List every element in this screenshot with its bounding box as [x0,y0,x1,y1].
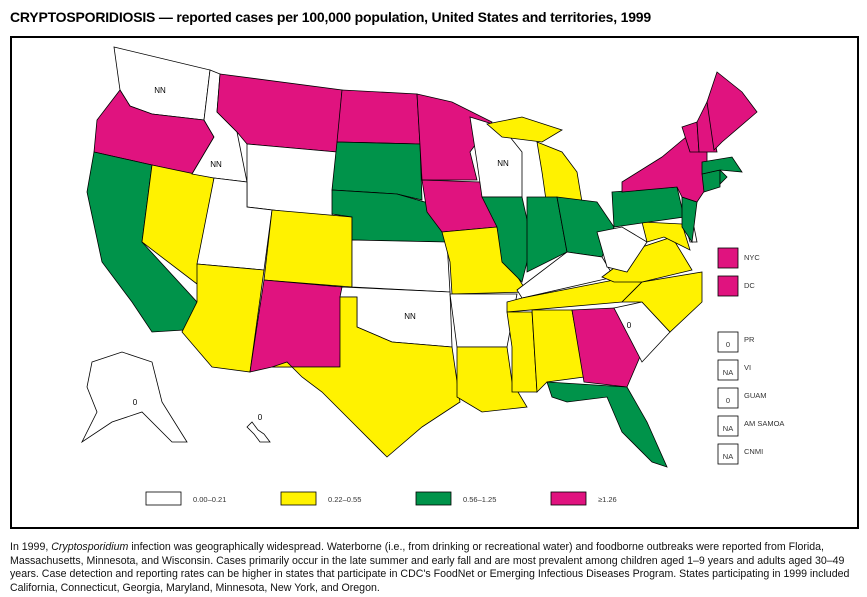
state-il [481,196,533,283]
state-ks [351,239,451,293]
state-wy [246,143,338,218]
caption-post: infection was geographically widespread.… [10,541,850,594]
territory-value-cnmi: NA [723,452,733,461]
state-ny [621,131,708,203]
state-label-ak: 0 [133,398,138,407]
legend-swatch-high [415,491,452,506]
state-nd [336,89,421,145]
map-title: CRYPTOSPORIDIOSIS — reported cases per 1… [10,9,651,25]
map-frame: NN NN NN NN 0 0 0 0.00–0.21 0.22–0.55 0.56–1.25 ≥… [10,36,859,529]
territory-value-am-samoa: NA [723,424,733,433]
legend-label-high: 0.56–1.25 [463,495,496,504]
state-ms [506,311,538,393]
state-co [263,209,353,288]
us-choropleth-map: NN NN NN NN 0 0 0 0.00–0.21 0.22–0.55 0.56–1.25 ≥… [80,46,784,506]
caption: In 1999, Cryptosporidium infection was g… [10,541,860,595]
state-label-ok: NN [404,312,416,321]
territory-box-am-samoa [717,415,739,437]
territory-label-guam: GUAM [744,391,767,400]
legend-label-top: ≥1.26 [598,495,617,504]
territory-box-guam [717,387,739,409]
state-az [181,263,265,373]
territory-box-cnmi [717,443,739,465]
legend-swatch-mid [280,491,317,506]
state-hi [246,421,271,443]
state-label-sc: 0 [627,321,632,330]
state-fl [546,381,668,468]
legend-swatch-top [550,491,587,506]
territory-label-pr: PR [744,335,755,344]
caption-italic: Cryptosporidium [51,541,129,553]
city-label-dc: DC [744,281,755,290]
territory-value-vi: NA [723,368,733,377]
states-layer [80,46,758,468]
state-label-wa: NN [154,86,166,95]
state-pa [611,186,685,228]
legend: 0.00–0.21 0.22–0.55 0.56–1.25 ≥1.26 [145,491,617,506]
state-nh [696,100,718,153]
state-label-wi: NN [497,159,509,168]
state-sd [331,141,423,201]
city-swatch-dc [717,275,739,297]
city-swatch-nyc [717,247,739,269]
state-tx [271,296,461,458]
cities-territories: NYC DC 0 PR NA VI 0 GUAM NA AM SAMOA NA CNMI [717,247,784,465]
territory-label-cnmi: CNMI [744,447,763,456]
legend-label-mid: 0.22–0.55 [328,495,361,504]
state-wv [596,226,648,273]
state-miu [486,116,563,143]
caption-pre: In 1999, [10,541,52,553]
territory-value-pr: 0 [726,340,730,349]
state-ri [719,169,728,185]
state-nm [249,279,343,373]
state-ak [80,351,188,444]
state-la [456,346,528,413]
territory-box-vi [717,359,739,381]
state-al [531,309,585,393]
territory-label-am-samoa: AM SAMOA [744,419,784,428]
state-label-id: NN [210,160,222,169]
city-label-nyc: NYC [744,253,760,262]
territory-value-guam: 0 [726,396,730,405]
state-ma [701,156,743,175]
territory-label-vi: VI [744,363,751,372]
state-label-hi: 0 [258,413,263,422]
legend-label-low: 0.00–0.21 [193,495,226,504]
territory-box-pr [717,331,739,353]
state-labels-layer: NN NN NN NN 0 0 0 [133,86,632,422]
legend-swatch-low [145,491,182,506]
state-me [706,71,758,151]
